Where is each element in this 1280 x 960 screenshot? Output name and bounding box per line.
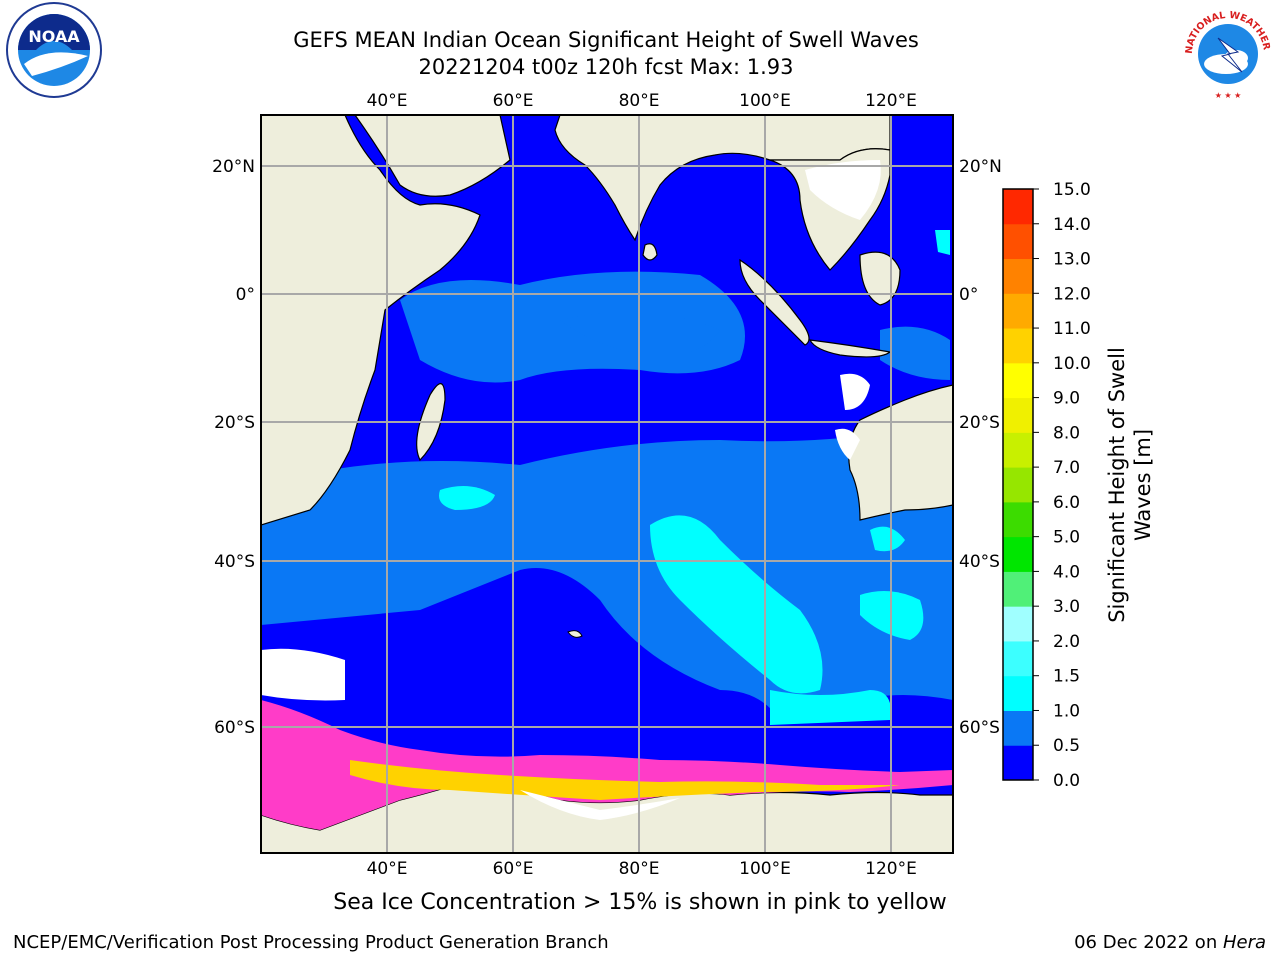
colorbar-segment — [1003, 432, 1033, 468]
lon-tick-bottom: 80°E — [619, 859, 660, 879]
lat-tick-right: 20°N — [959, 157, 1002, 177]
colorbar-segment — [1003, 362, 1033, 399]
colorbar-tick-label: 1.5 — [1053, 667, 1080, 687]
sea-ice-note: Sea Ice Concentration > 15% is shown in … — [333, 890, 947, 915]
lon-tick-top: 100°E — [739, 91, 791, 111]
colorbar-tick-label: 6.0 — [1053, 493, 1080, 513]
colorbar-tick-label: 8.0 — [1053, 423, 1080, 443]
colorbar-tick-label: 2.0 — [1053, 632, 1080, 652]
colorbar-segment — [1003, 328, 1033, 364]
lat-tick-right: 0° — [959, 285, 978, 305]
run-date-prefix: 06 Dec 2022 on — [1074, 932, 1223, 953]
colorbar-segment — [1003, 467, 1033, 503]
colorbar-segment — [1003, 189, 1033, 225]
svg-text:★ ★ ★: ★ ★ ★ — [1215, 91, 1242, 100]
noaa-logo: NOAA — [6, 2, 102, 98]
lat-tick-left: 0° — [236, 285, 255, 305]
lon-tick-top: 80°E — [619, 91, 660, 111]
lon-tick-top: 40°E — [367, 91, 408, 111]
colorbar-segment — [1003, 571, 1033, 607]
chart-title: GEFS MEAN Indian Ocean Significant Heigh… — [293, 28, 919, 52]
lon-tick-bottom: 40°E — [367, 859, 408, 879]
lon-tick-top: 120°E — [865, 91, 917, 111]
arabia-land — [354, 115, 511, 197]
run-host: Hera — [1222, 932, 1266, 953]
colorbar-tick-label: 4.0 — [1053, 562, 1080, 582]
colorbar-ticks: 0.0 0.5 1.0 1.5 2.0 3.0 4.0 5.0 6.0 7.0 8.0 9.0 10.0… — [1033, 180, 1091, 791]
colorbar-tick-label: 7.0 — [1053, 458, 1080, 478]
lat-tick-right: 20°S — [959, 413, 1000, 433]
colorbar-tick-label: 12.0 — [1053, 284, 1091, 304]
credit-text: NCEP/EMC/Verification Post Processing Pr… — [13, 932, 609, 953]
map-frame — [260, 114, 954, 854]
colorbar-frame — [1002, 188, 1034, 781]
colorbar-tick-label: 10.0 — [1053, 354, 1091, 374]
lon-tick-bottom: 100°E — [739, 859, 791, 879]
run-date: 06 Dec 2022 on Hera — [1074, 932, 1266, 953]
colorbar-tick-label: 9.0 — [1053, 389, 1080, 409]
colorbar-tick-label: 0.5 — [1053, 736, 1080, 756]
colorbar-tick-label: 5.0 — [1053, 528, 1080, 548]
colorbar-segment — [1003, 397, 1033, 433]
colorbar-segment — [1003, 606, 1033, 642]
colorbar-segment — [1003, 536, 1033, 572]
colorbar-segment — [1003, 501, 1033, 538]
lon-tick-top: 60°E — [493, 91, 534, 111]
lat-tick-left: 20°S — [214, 413, 255, 433]
lon-tick-bottom: 60°E — [493, 859, 534, 879]
lat-tick-left: 20°N — [212, 157, 255, 177]
nws-logo: NATIONAL WEATHER SERVICE ★ ★ ★ — [1178, 2, 1274, 100]
colorbar-segment — [1003, 710, 1033, 746]
sea-ice-band — [261, 700, 953, 830]
colorbar-tick-label: 14.0 — [1053, 215, 1091, 235]
sri-lanka-land — [642, 243, 658, 261]
java-land — [808, 339, 892, 358]
kerguelen-island — [567, 630, 583, 638]
colorbar-tick-label: 11.0 — [1053, 319, 1091, 339]
chart-subtitle: 20221204 t00z 120h fcst Max: 1.93 — [418, 55, 794, 79]
lon-tick-bottom: 120°E — [865, 859, 917, 879]
lat-tick-left: 40°S — [214, 552, 255, 572]
australia-land — [848, 384, 953, 521]
colorbar-segment — [1003, 293, 1033, 329]
colorbar-segment — [1003, 745, 1033, 781]
colorbar-segment — [1003, 675, 1033, 711]
lat-tick-left: 60°S — [214, 718, 255, 738]
colorbar-tick-label: 15.0 — [1053, 180, 1091, 200]
colorbar — [1003, 189, 1033, 781]
lat-tick-right: 60°S — [959, 718, 1000, 738]
lat-tick-right: 40°S — [959, 552, 1000, 572]
sumatra-land — [739, 258, 810, 346]
colorbar-tick-label: 3.0 — [1053, 597, 1080, 617]
colorbar-label-line1: Significant Height of Swell — [1105, 347, 1129, 623]
colorbar-label-line2: Waves [m] — [1131, 429, 1155, 541]
colorbar-segment — [1003, 640, 1033, 677]
colorbar-tick-label: 1.0 — [1053, 701, 1080, 721]
colorbar-segment — [1003, 223, 1033, 260]
noaa-logo-text: NOAA — [28, 27, 80, 46]
colorbar-tick-label: 13.0 — [1053, 250, 1091, 270]
graticule — [261, 115, 953, 853]
colorbar-tick-label: 0.0 — [1053, 771, 1080, 791]
colorbar-segment — [1003, 258, 1033, 294]
no-data-areas — [261, 160, 881, 701]
